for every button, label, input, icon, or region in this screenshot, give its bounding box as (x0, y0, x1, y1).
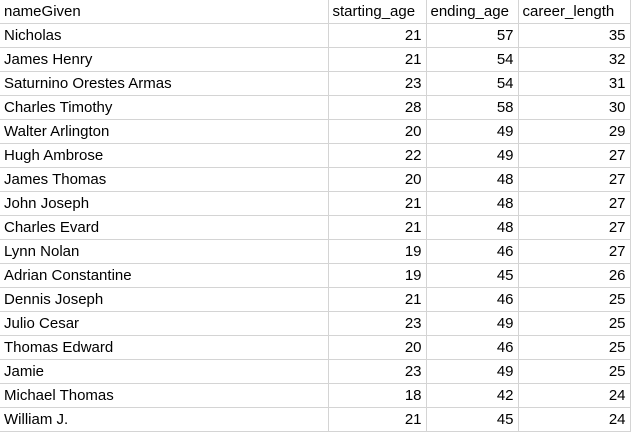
ending-age-cell[interactable]: 48 (426, 167, 519, 192)
starting-age-cell[interactable]: 21 (328, 407, 427, 432)
starting-age-cell[interactable]: 21 (328, 215, 427, 240)
starting-age-cell[interactable]: 23 (328, 71, 427, 96)
starting-age-cell[interactable]: 23 (328, 359, 427, 384)
starting-age-cell[interactable]: 19 (328, 263, 427, 288)
name-cell[interactable]: Michael Thomas (0, 383, 329, 408)
column-header-ending-age[interactable]: ending_age (426, 0, 519, 24)
starting-age-cell[interactable]: 21 (328, 287, 427, 312)
career-length-cell[interactable]: 30 (518, 95, 631, 120)
table-row: Nicholas 21 57 35 (0, 23, 631, 48)
career-length-cell[interactable]: 35 (518, 23, 631, 48)
ending-age-cell[interactable]: 54 (426, 47, 519, 72)
name-cell[interactable]: John Joseph (0, 191, 329, 216)
career-length-cell[interactable]: 24 (518, 383, 631, 408)
name-cell[interactable]: James Thomas (0, 167, 329, 192)
ending-age-cell[interactable]: 57 (426, 23, 519, 48)
ending-age-cell[interactable]: 49 (426, 359, 519, 384)
career-length-cell[interactable]: 26 (518, 263, 631, 288)
table-row: Jamie 23 49 25 (0, 359, 631, 384)
starting-age-cell[interactable]: 18 (328, 383, 427, 408)
table-row: Adrian Constantine 19 45 26 (0, 263, 631, 288)
ending-age-cell[interactable]: 49 (426, 143, 519, 168)
table-row: James Thomas 20 48 27 (0, 167, 631, 192)
starting-age-cell[interactable]: 21 (328, 23, 427, 48)
career-length-cell[interactable]: 24 (518, 407, 631, 432)
career-length-cell[interactable]: 27 (518, 215, 631, 240)
ending-age-cell[interactable]: 46 (426, 287, 519, 312)
header-row: nameGiven starting_age ending_age career… (0, 0, 631, 24)
career-length-cell[interactable]: 32 (518, 47, 631, 72)
column-header-namegiven[interactable]: nameGiven (0, 0, 329, 24)
name-cell[interactable]: Charles Evard (0, 215, 329, 240)
career-length-cell[interactable]: 25 (518, 335, 631, 360)
table-row: Hugh Ambrose 22 49 27 (0, 143, 631, 168)
name-cell[interactable]: Dennis Joseph (0, 287, 329, 312)
ending-age-cell[interactable]: 42 (426, 383, 519, 408)
table-row: Michael Thomas 18 42 24 (0, 383, 631, 408)
ending-age-cell[interactable]: 54 (426, 71, 519, 96)
table-body: Nicholas 21 57 35 James Henry 21 54 32 Saturnino… (0, 23, 631, 432)
name-cell[interactable]: Jamie (0, 359, 329, 384)
ending-age-cell[interactable]: 48 (426, 215, 519, 240)
starting-age-cell[interactable]: 19 (328, 239, 427, 264)
ending-age-cell[interactable]: 58 (426, 95, 519, 120)
table-row: Saturnino Orestes Armas 23 54 31 (0, 71, 631, 96)
career-length-cell[interactable]: 25 (518, 359, 631, 384)
career-length-cell[interactable]: 27 (518, 143, 631, 168)
table-row: Lynn Nolan 19 46 27 (0, 239, 631, 264)
starting-age-cell[interactable]: 20 (328, 335, 427, 360)
table-row: James Henry 21 54 32 (0, 47, 631, 72)
name-cell[interactable]: Adrian Constantine (0, 263, 329, 288)
career-length-cell[interactable]: 25 (518, 287, 631, 312)
ending-age-cell[interactable]: 49 (426, 311, 519, 336)
name-cell[interactable]: Nicholas (0, 23, 329, 48)
starting-age-cell[interactable]: 23 (328, 311, 427, 336)
table-row: Walter Arlington 20 49 29 (0, 119, 631, 144)
name-cell[interactable]: Lynn Nolan (0, 239, 329, 264)
column-header-career-length[interactable]: career_length (518, 0, 631, 24)
starting-age-cell[interactable]: 22 (328, 143, 427, 168)
column-header-starting-age[interactable]: starting_age (328, 0, 427, 24)
career-length-cell[interactable]: 31 (518, 71, 631, 96)
starting-age-cell[interactable]: 21 (328, 191, 427, 216)
name-cell[interactable]: Thomas Edward (0, 335, 329, 360)
starting-age-cell[interactable]: 21 (328, 47, 427, 72)
starting-age-cell[interactable]: 20 (328, 119, 427, 144)
career-length-cell[interactable]: 25 (518, 311, 631, 336)
career-length-cell[interactable]: 29 (518, 119, 631, 144)
ending-age-cell[interactable]: 45 (426, 263, 519, 288)
name-cell[interactable]: Julio Cesar (0, 311, 329, 336)
table-row: Dennis Joseph 21 46 25 (0, 287, 631, 312)
name-cell[interactable]: Charles Timothy (0, 95, 329, 120)
table-row: Charles Timothy 28 58 30 (0, 95, 631, 120)
name-cell[interactable]: William J. (0, 407, 329, 432)
table-row: Thomas Edward 20 46 25 (0, 335, 631, 360)
ending-age-cell[interactable]: 46 (426, 335, 519, 360)
career-length-cell[interactable]: 27 (518, 239, 631, 264)
name-cell[interactable]: Hugh Ambrose (0, 143, 329, 168)
ending-age-cell[interactable]: 45 (426, 407, 519, 432)
table-row: Julio Cesar 23 49 25 (0, 311, 631, 336)
ending-age-cell[interactable]: 46 (426, 239, 519, 264)
career-length-cell[interactable]: 27 (518, 191, 631, 216)
starting-age-cell[interactable]: 20 (328, 167, 427, 192)
ending-age-cell[interactable]: 48 (426, 191, 519, 216)
name-cell[interactable]: Saturnino Orestes Armas (0, 71, 329, 96)
ending-age-cell[interactable]: 49 (426, 119, 519, 144)
starting-age-cell[interactable]: 28 (328, 95, 427, 120)
table-row: William J. 21 45 24 (0, 407, 631, 432)
name-cell[interactable]: James Henry (0, 47, 329, 72)
career-length-cell[interactable]: 27 (518, 167, 631, 192)
table-row: John Joseph 21 48 27 (0, 191, 631, 216)
table-row: Charles Evard 21 48 27 (0, 215, 631, 240)
name-cell[interactable]: Walter Arlington (0, 119, 329, 144)
